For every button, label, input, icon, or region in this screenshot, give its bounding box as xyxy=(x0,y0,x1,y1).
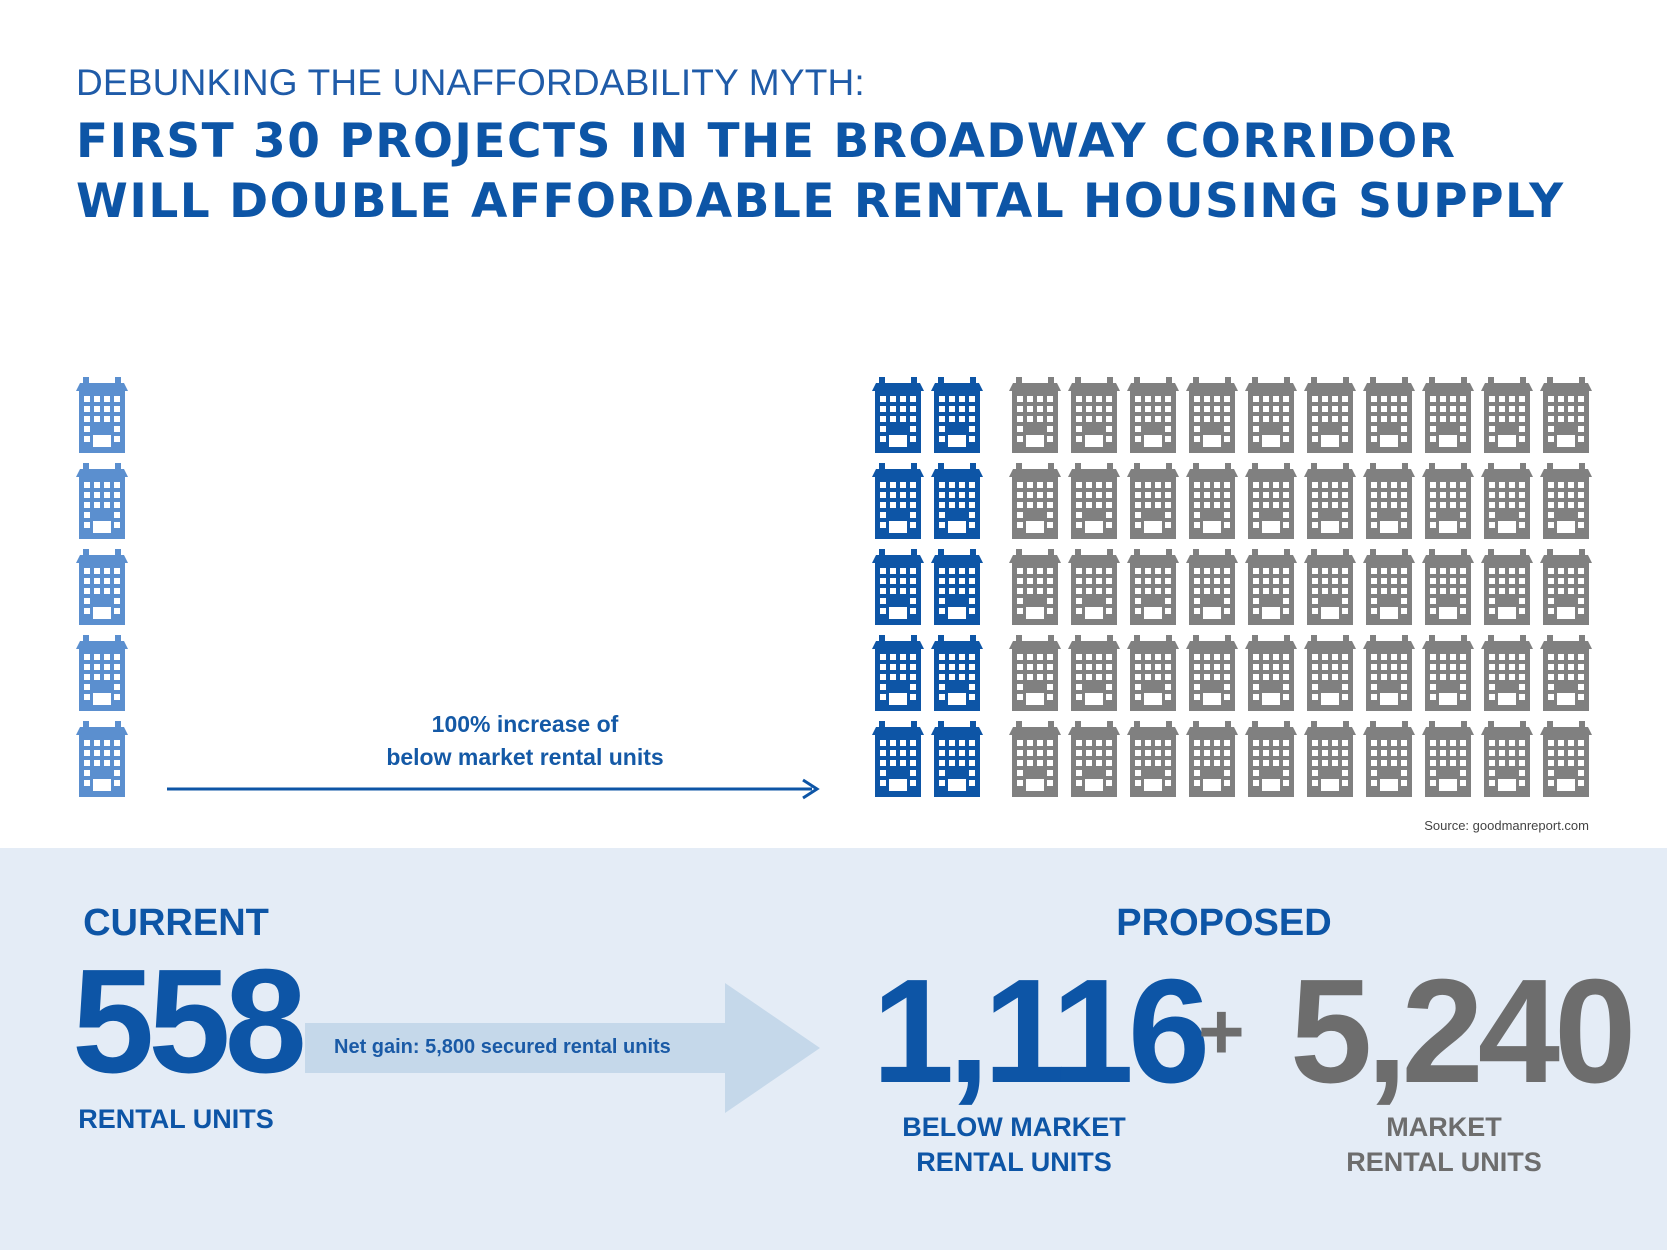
below-market-building-icon xyxy=(872,635,924,711)
market-building-icon xyxy=(1481,463,1533,539)
market-building-icon xyxy=(1540,635,1592,711)
below-market-building-icon xyxy=(872,377,924,453)
plus-sign: + xyxy=(1198,987,1245,1076)
market-building-icon xyxy=(1363,463,1415,539)
market-building-icon xyxy=(1540,721,1592,797)
increase-caption-line-2: below market rental units xyxy=(386,744,664,770)
market-building-icon xyxy=(1009,463,1061,539)
market-building-icon xyxy=(1422,377,1474,453)
current-value: 558 xyxy=(72,939,307,1104)
market-building-icon xyxy=(1127,549,1179,625)
market-building-icon xyxy=(1540,463,1592,539)
market-building-icon xyxy=(1245,377,1297,453)
market-building-icon xyxy=(1304,721,1356,797)
market-building-icon xyxy=(1245,635,1297,711)
market-building-icon xyxy=(1068,463,1120,539)
market-building-icon xyxy=(1304,549,1356,625)
current-label: CURRENT xyxy=(83,902,269,944)
below-market-building-icon xyxy=(872,463,924,539)
market-building-icon xyxy=(1009,549,1061,625)
proposed-label: PROPOSED xyxy=(1116,902,1332,944)
market-building-icon xyxy=(1186,463,1238,539)
market-building-icon xyxy=(1186,721,1238,797)
current-building-icon xyxy=(76,463,128,539)
market-building-icon xyxy=(1009,377,1061,453)
market-building-icon xyxy=(1363,549,1415,625)
current-building-icon xyxy=(76,549,128,625)
market-building-icon xyxy=(1068,721,1120,797)
current-building-icon xyxy=(76,377,128,453)
below-market-unit-label: BELOW MARKET RENTAL UNITS xyxy=(880,1110,1148,1180)
below-market-building-icon xyxy=(931,377,983,453)
market-building-icon xyxy=(1127,463,1179,539)
net-gain-label: Net gain: 5,800 secured rental units xyxy=(334,1036,671,1058)
market-building-icon xyxy=(1245,549,1297,625)
below-market-unit-line-1: BELOW MARKET xyxy=(902,1112,1126,1142)
market-unit-label: MARKET RENTAL UNITS xyxy=(1310,1110,1578,1180)
market-unit-line-1: MARKET xyxy=(1386,1112,1502,1142)
title-line-1: FIRST 30 PROJECTS IN THE BROADWAY CORRID… xyxy=(76,114,1457,169)
market-value: 5,240 xyxy=(1290,949,1636,1114)
title-line-2: WILL DOUBLE AFFORDABLE RENTAL HOUSING SU… xyxy=(76,174,1565,229)
market-building-icon xyxy=(1422,549,1474,625)
below-market-value: 1,116 xyxy=(872,949,1210,1114)
market-building-icon xyxy=(1363,721,1415,797)
market-building-icon xyxy=(1422,463,1474,539)
below-market-building-icon xyxy=(872,549,924,625)
market-unit-line-2: RENTAL UNITS xyxy=(1346,1147,1542,1177)
below-market-unit-line-2: RENTAL UNITS xyxy=(916,1147,1112,1177)
market-building-icon xyxy=(1068,549,1120,625)
market-building-icon xyxy=(1186,377,1238,453)
market-building-icon xyxy=(1363,377,1415,453)
market-building-icon xyxy=(1127,635,1179,711)
market-building-icon xyxy=(1009,721,1061,797)
current-building-icon xyxy=(76,721,128,797)
increase-caption-line-1: 100% increase of xyxy=(431,711,619,737)
net-gain-arrow xyxy=(305,983,820,1113)
source-note: Source: goodmanreport.com xyxy=(1424,818,1589,833)
market-building-icon xyxy=(1127,377,1179,453)
market-building-icon xyxy=(1481,377,1533,453)
below-market-building-icon xyxy=(872,721,924,797)
market-building-icon xyxy=(1304,463,1356,539)
kicker-heading: DEBUNKING THE UNAFFORDABILITY MYTH: xyxy=(76,62,865,103)
below-market-building-icon xyxy=(931,635,983,711)
market-building-icon xyxy=(1422,635,1474,711)
below-market-building-icon xyxy=(931,549,983,625)
market-building-icon xyxy=(1481,721,1533,797)
market-building-icon xyxy=(1481,635,1533,711)
market-building-icon xyxy=(1186,549,1238,625)
market-building-icon xyxy=(1481,549,1533,625)
current-building-icon xyxy=(76,635,128,711)
summary-panel: CURRENT 558 RENTAL UNITS Net gain: 5,800… xyxy=(0,848,1667,1250)
market-building-icon xyxy=(1068,377,1120,453)
market-building-icon xyxy=(1540,377,1592,453)
market-building-icon xyxy=(1540,549,1592,625)
market-building-icon xyxy=(1127,721,1179,797)
market-building-icon xyxy=(1009,635,1061,711)
market-building-icon xyxy=(1186,635,1238,711)
increase-arrow-head xyxy=(802,778,820,800)
building-pictogram xyxy=(76,377,1592,800)
below-market-building-icon xyxy=(931,463,983,539)
market-building-icon xyxy=(1363,635,1415,711)
market-building-icon xyxy=(1068,635,1120,711)
below-market-building-icon xyxy=(931,721,983,797)
page-title: FIRST 30 PROJECTS IN THE BROADWAY CORRID… xyxy=(76,112,1565,232)
increase-caption: 100% increase of below market rental uni… xyxy=(330,708,720,774)
current-unit-label: RENTAL UNITS xyxy=(78,1104,274,1134)
market-building-icon xyxy=(1422,721,1474,797)
market-building-icon xyxy=(1245,721,1297,797)
market-building-icon xyxy=(1245,463,1297,539)
market-building-icon xyxy=(1304,635,1356,711)
market-building-icon xyxy=(1304,377,1356,453)
